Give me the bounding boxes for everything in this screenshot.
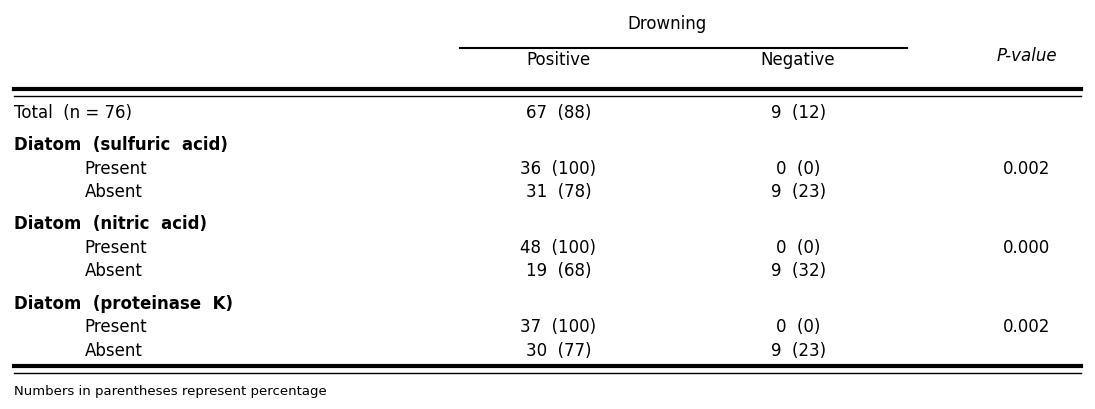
Text: P-value: P-value — [996, 47, 1057, 65]
Text: 9  (23): 9 (23) — [771, 182, 826, 200]
Text: Absent: Absent — [84, 182, 142, 200]
Text: 67  (88): 67 (88) — [526, 103, 591, 121]
Text: Numbers in parentheses represent percentage: Numbers in parentheses represent percent… — [13, 384, 326, 397]
Text: 0  (0): 0 (0) — [776, 317, 820, 335]
Text: Negative: Negative — [761, 51, 835, 69]
Text: 48  (100): 48 (100) — [520, 238, 597, 256]
Text: 31  (78): 31 (78) — [526, 182, 591, 200]
Text: 0.000: 0.000 — [1003, 238, 1050, 256]
Text: Diatom  (sulfuric  acid): Diatom (sulfuric acid) — [13, 136, 228, 154]
Text: Absent: Absent — [84, 341, 142, 359]
Text: Present: Present — [84, 159, 147, 177]
Text: 0  (0): 0 (0) — [776, 159, 820, 177]
Text: Present: Present — [84, 317, 147, 335]
Text: 37  (100): 37 (100) — [520, 317, 597, 335]
Text: 36  (100): 36 (100) — [520, 159, 597, 177]
Text: 19  (68): 19 (68) — [526, 262, 591, 280]
Text: 0.002: 0.002 — [1003, 317, 1050, 335]
Text: 9  (12): 9 (12) — [771, 103, 826, 121]
Text: Total  (n = 76): Total (n = 76) — [13, 103, 131, 121]
Text: Drowning: Drowning — [627, 15, 707, 33]
Text: 0.002: 0.002 — [1003, 159, 1050, 177]
Text: Positive: Positive — [527, 51, 590, 69]
Text: Diatom  (proteinase  K): Diatom (proteinase K) — [13, 294, 232, 312]
Text: Diatom  (nitric  acid): Diatom (nitric acid) — [13, 215, 207, 233]
Text: 30  (77): 30 (77) — [526, 341, 591, 359]
Text: 9  (32): 9 (32) — [771, 262, 826, 280]
Text: Present: Present — [84, 238, 147, 256]
Text: 0  (0): 0 (0) — [776, 238, 820, 256]
Text: Absent: Absent — [84, 262, 142, 280]
Text: 9  (23): 9 (23) — [771, 341, 826, 359]
